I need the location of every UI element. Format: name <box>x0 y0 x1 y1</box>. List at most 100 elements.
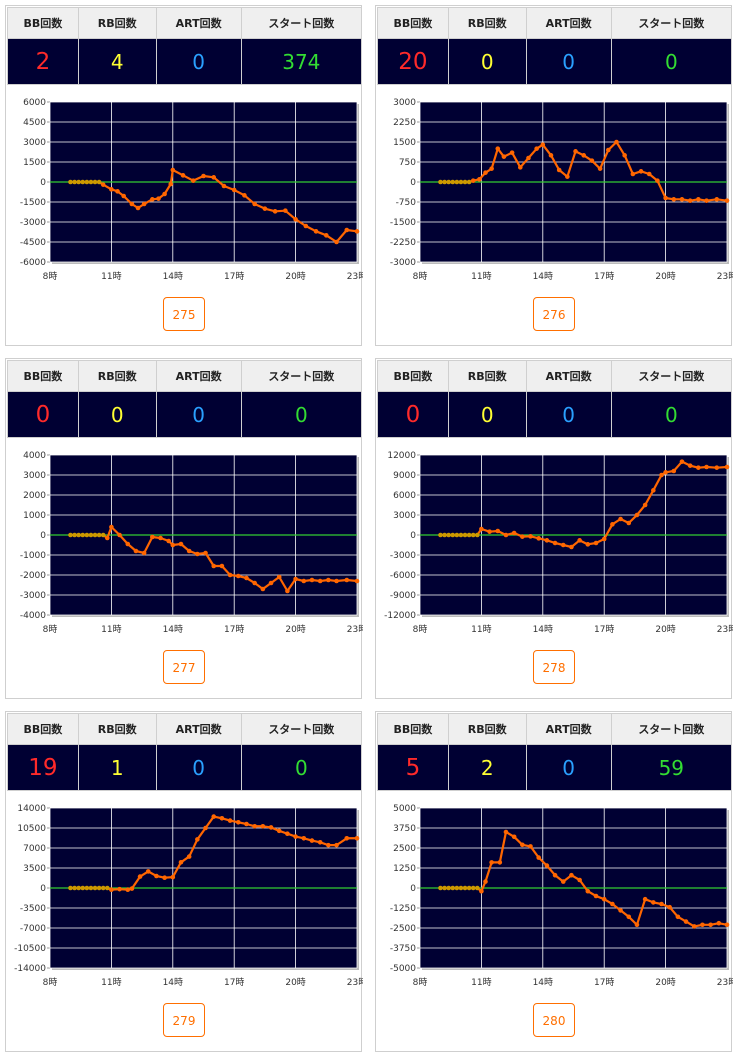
data-point <box>195 837 200 842</box>
stats-table: BB回数 RB回数 ART回数 スタート回数 5 2 0 59 <box>377 713 733 791</box>
art-header: ART回数 <box>525 360 612 392</box>
rb-count: 1 <box>77 744 157 791</box>
data-point <box>438 532 443 538</box>
data-point <box>618 908 623 913</box>
data-point <box>651 900 656 905</box>
x-tick-label: 14時 <box>533 624 553 635</box>
machine-number-button[interactable]: 275 <box>163 297 205 331</box>
bb-header: BB回数 <box>377 7 449 39</box>
y-tick-label: 4500 <box>23 118 46 128</box>
data-point <box>211 175 217 180</box>
data-point <box>450 532 456 538</box>
machine-number-button[interactable]: 279 <box>163 1003 205 1037</box>
data-point <box>129 201 135 207</box>
art-count: 0 <box>155 744 242 791</box>
art-count: 0 <box>525 391 612 438</box>
bb-count: 20 <box>377 38 449 85</box>
data-point <box>72 532 77 538</box>
y-tick-label: -2000 <box>20 571 46 581</box>
data-point <box>503 829 509 835</box>
data-point <box>671 197 677 202</box>
data-point <box>622 153 627 158</box>
y-tick-label: -12000 <box>384 611 416 621</box>
machine-number-button[interactable]: 277 <box>163 650 205 684</box>
data-point <box>109 187 114 192</box>
data-point <box>117 532 122 538</box>
y-tick-label: 1500 <box>23 158 46 168</box>
x-tick-label: 8時 <box>43 977 58 988</box>
payout-chart: 6000 4500 3000 1500 0 -1500 -3000 -4500 -6000 8時 1… <box>20 98 363 282</box>
data-point <box>489 166 494 171</box>
data-point <box>528 534 533 539</box>
data-point <box>88 885 94 891</box>
y-tick-label: 4000 <box>23 451 46 461</box>
data-point <box>511 834 517 840</box>
x-tick-label: 20時 <box>655 977 675 988</box>
data-point <box>466 179 472 185</box>
y-tick-label: 14000 <box>17 804 46 814</box>
data-point <box>301 835 307 841</box>
start-count: 59 <box>610 744 733 791</box>
data-point <box>68 532 73 538</box>
data-point <box>470 885 476 891</box>
data-point <box>479 888 484 894</box>
machine-card: BB回数 RB回数 ART回数 スタート回数 5 2 0 59 5000 3750 2500 1250… <box>375 711 733 1052</box>
data-point <box>141 550 147 556</box>
start-header: スタート回数 <box>240 360 363 392</box>
data-point <box>544 538 550 543</box>
data-point <box>334 239 339 245</box>
data-point <box>150 534 155 540</box>
rb-count: 0 <box>447 38 527 85</box>
data-point <box>170 167 176 173</box>
data-point <box>68 179 73 185</box>
data-point <box>626 520 632 526</box>
machine-number-button[interactable]: 278 <box>533 650 575 684</box>
data-point <box>96 532 102 538</box>
data-point <box>528 844 533 849</box>
x-tick-label: 14時 <box>163 271 183 282</box>
data-point <box>158 535 163 541</box>
data-point <box>168 181 174 187</box>
data-point <box>125 887 131 893</box>
data-point <box>573 149 578 154</box>
data-point <box>201 173 206 179</box>
data-point <box>309 838 315 843</box>
data-point <box>84 179 90 185</box>
data-point <box>268 580 274 586</box>
machine-number-button[interactable]: 276 <box>533 297 575 331</box>
data-point <box>354 835 360 841</box>
data-point <box>565 174 570 179</box>
data-point <box>100 885 106 891</box>
y-tick-label: 3000 <box>23 138 46 148</box>
data-point <box>483 879 488 884</box>
data-point <box>683 919 689 924</box>
y-tick-label: 3000 <box>23 471 46 481</box>
data-point <box>659 472 664 478</box>
x-tick-label: 14時 <box>163 624 183 635</box>
art-count: 0 <box>525 38 612 85</box>
data-point <box>317 578 323 584</box>
data-point <box>227 572 233 578</box>
data-point <box>634 922 640 928</box>
data-point <box>560 879 566 884</box>
y-tick-label: -3000 <box>390 551 416 561</box>
x-tick-label: 17時 <box>224 624 244 635</box>
x-tick-label: 8時 <box>43 271 58 282</box>
machine-number-button[interactable]: 280 <box>533 1003 575 1037</box>
art-header: ART回数 <box>525 7 612 39</box>
data-point <box>262 206 268 211</box>
data-point <box>166 538 172 544</box>
data-point <box>691 924 697 929</box>
y-tick-label: -1000 <box>20 551 46 561</box>
y-tick-label: -1500 <box>390 218 416 228</box>
data-point <box>260 586 266 592</box>
rb-header: RB回数 <box>447 360 527 392</box>
y-tick-label: 0 <box>40 884 46 894</box>
data-point <box>203 825 208 831</box>
x-tick-label: 17時 <box>594 624 614 635</box>
data-point <box>687 198 693 203</box>
data-point <box>317 839 323 845</box>
data-point <box>354 578 360 584</box>
data-point <box>642 896 648 902</box>
x-tick-label: 11時 <box>471 271 491 282</box>
